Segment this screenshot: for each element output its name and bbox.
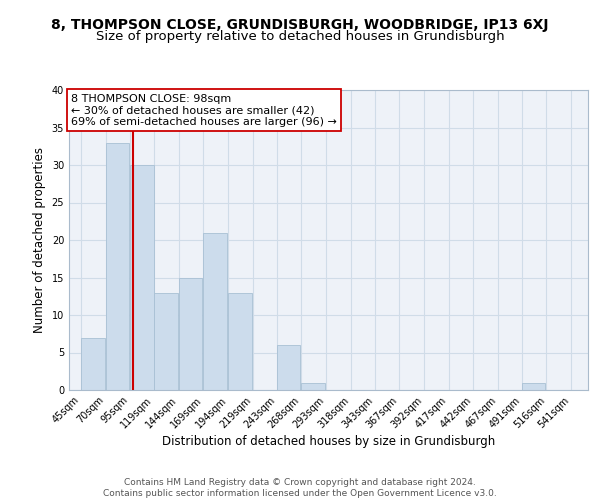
Y-axis label: Number of detached properties: Number of detached properties bbox=[33, 147, 46, 333]
Text: 8, THOMPSON CLOSE, GRUNDISBURGH, WOODBRIDGE, IP13 6XJ: 8, THOMPSON CLOSE, GRUNDISBURGH, WOODBRI… bbox=[51, 18, 549, 32]
Bar bbox=[522, 382, 545, 390]
Bar bbox=[179, 278, 202, 390]
Bar bbox=[106, 142, 130, 390]
Bar bbox=[81, 338, 104, 390]
Text: Contains HM Land Registry data © Crown copyright and database right 2024.
Contai: Contains HM Land Registry data © Crown c… bbox=[103, 478, 497, 498]
Bar bbox=[301, 382, 325, 390]
Text: 8 THOMPSON CLOSE: 98sqm
← 30% of detached houses are smaller (42)
69% of semi-de: 8 THOMPSON CLOSE: 98sqm ← 30% of detache… bbox=[71, 94, 337, 127]
X-axis label: Distribution of detached houses by size in Grundisburgh: Distribution of detached houses by size … bbox=[162, 435, 495, 448]
Bar bbox=[130, 165, 154, 390]
Text: Size of property relative to detached houses in Grundisburgh: Size of property relative to detached ho… bbox=[95, 30, 505, 43]
Bar bbox=[154, 292, 178, 390]
Bar bbox=[277, 345, 301, 390]
Bar bbox=[228, 292, 252, 390]
Bar bbox=[203, 232, 227, 390]
